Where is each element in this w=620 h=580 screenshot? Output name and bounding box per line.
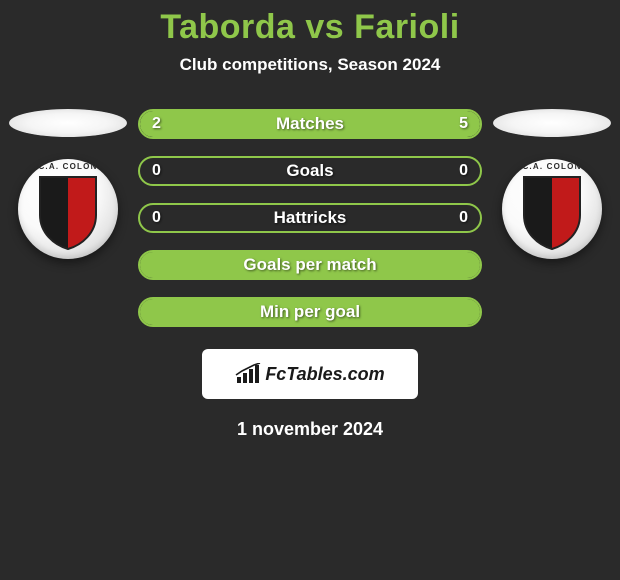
left-team-badge: C.A. COLON [18, 159, 118, 259]
stat-bar: 0 0 Hattricks [138, 203, 482, 233]
left-player-placeholder [9, 109, 127, 137]
main-row: C.A. COLON 2 5 Matches 0 0 Goals 0 0 Hattricks Go… [0, 109, 620, 327]
stat-bar: 0 0 Goals [138, 156, 482, 186]
chart-icon [235, 363, 261, 385]
stats-column: 2 5 Matches 0 0 Goals 0 0 Hattricks Goals per mat… [138, 109, 482, 327]
stat-value-left: 0 [152, 209, 161, 227]
right-player-placeholder [493, 109, 611, 137]
stat-fill-right [237, 111, 480, 137]
date-label: 1 november 2024 [0, 419, 620, 440]
comparison-card: Taborda vs Farioli Club competitions, Se… [0, 0, 620, 440]
page-title: Taborda vs Farioli [0, 8, 620, 47]
left-player-col: C.A. COLON [8, 109, 128, 259]
stat-bar: Goals per match [138, 250, 482, 280]
right-team-shield-icon [520, 175, 584, 251]
stat-label: Goals [286, 161, 333, 181]
stat-label: Matches [276, 114, 344, 134]
right-team-badge: C.A. COLON [502, 159, 602, 259]
stat-value-right: 5 [459, 115, 468, 133]
stat-label: Hattricks [274, 208, 347, 228]
right-team-arc-label: C.A. COLON [522, 162, 581, 171]
stat-value-left: 0 [152, 162, 161, 180]
left-team-shield-icon [36, 175, 100, 251]
source-badge: FcTables.com [202, 349, 418, 399]
left-team-arc-label: C.A. COLON [38, 162, 97, 171]
page-subtitle: Club competitions, Season 2024 [0, 55, 620, 75]
source-badge-label: FcTables.com [265, 364, 384, 385]
stat-value-right: 0 [459, 209, 468, 227]
stat-bar: 2 5 Matches [138, 109, 482, 139]
stat-value-left: 2 [152, 115, 161, 133]
stat-label: Goals per match [243, 255, 376, 275]
stat-value-right: 0 [459, 162, 468, 180]
stat-bar: Min per goal [138, 297, 482, 327]
right-player-col: C.A. COLON [492, 109, 612, 259]
stat-label: Min per goal [260, 302, 360, 322]
